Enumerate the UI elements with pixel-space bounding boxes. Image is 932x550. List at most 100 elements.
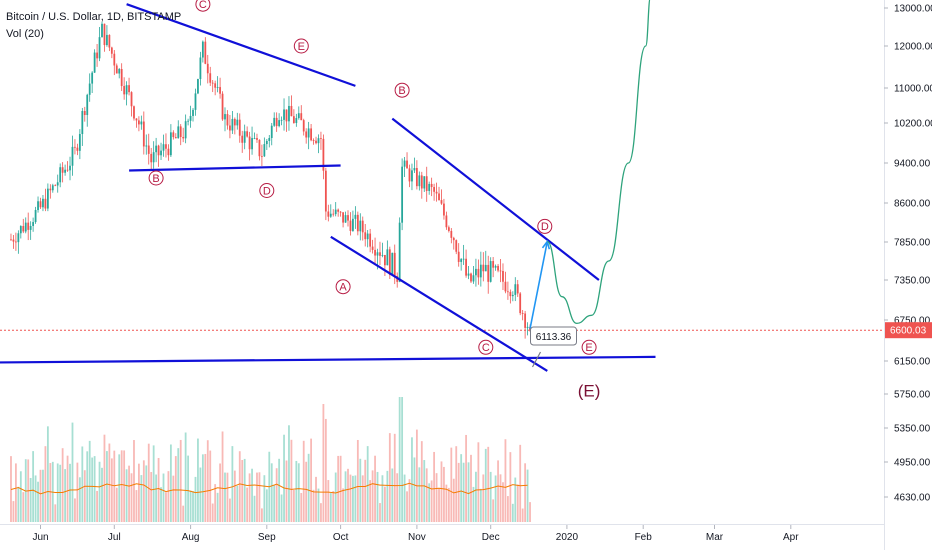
candle-body <box>418 175 421 187</box>
price-tick-label: 7850.00 <box>894 238 931 249</box>
volume-bar <box>280 494 283 522</box>
volume-bar <box>17 486 20 522</box>
volume-bar <box>98 461 101 522</box>
candle-body <box>177 126 180 139</box>
symbol-title[interactable]: Bitcoin / U.S. Dollar, 1D, BITSTAMP <box>6 11 182 23</box>
volume-bar <box>388 433 391 522</box>
candle-body <box>192 109 194 116</box>
candle-body <box>261 156 263 158</box>
volume-bar <box>189 490 192 522</box>
volume-bar <box>219 463 221 522</box>
candle-body <box>93 52 96 73</box>
volume-bar <box>120 450 123 522</box>
volume-bar <box>34 475 37 522</box>
candle-body <box>475 268 477 276</box>
wave-label-circle <box>478 339 494 355</box>
volume-bar <box>423 460 426 522</box>
volume-bar <box>125 469 128 522</box>
candle-body <box>307 128 310 138</box>
volume-bar <box>140 475 143 522</box>
candle-body <box>283 109 285 120</box>
wave-label: C <box>199 0 207 11</box>
candle-body <box>445 215 448 228</box>
volume-bar <box>174 456 177 522</box>
candle-body <box>337 209 340 212</box>
volume-bar <box>487 446 490 522</box>
volume-bar <box>128 465 130 522</box>
candle-body <box>300 113 303 121</box>
volume-bar <box>430 480 433 522</box>
volume-bar <box>322 404 325 522</box>
volume-bar <box>278 458 281 522</box>
candle-body <box>78 134 81 151</box>
volume-bar <box>413 457 416 522</box>
volume-bar <box>361 475 364 522</box>
candle-body <box>201 41 204 58</box>
candle-body <box>329 213 332 217</box>
volume-bar <box>93 456 96 522</box>
volume-bar <box>369 480 372 522</box>
candle-body <box>349 220 352 231</box>
wave-label-circle <box>195 0 211 12</box>
volume-bar <box>96 490 98 522</box>
candle-body <box>135 118 138 121</box>
volume-bar <box>297 463 300 522</box>
candle-body <box>123 86 126 95</box>
candle-body <box>379 252 381 256</box>
volume-bar <box>103 434 106 522</box>
candle-body <box>39 201 42 208</box>
candle-body <box>182 136 185 139</box>
volume-bar <box>438 488 440 522</box>
volume-bar <box>288 425 290 522</box>
candle-body <box>499 270 502 272</box>
price-tick-label: 11000.00 <box>894 84 932 95</box>
candle-body <box>430 183 433 188</box>
candle-body <box>292 116 295 123</box>
time-tick-label: Nov <box>408 532 426 543</box>
volume-bar <box>263 475 266 522</box>
volume-bar <box>401 397 404 522</box>
volume-bar <box>479 488 482 522</box>
candle-body <box>253 138 256 139</box>
volume-bar <box>524 463 527 522</box>
volume-bar <box>246 487 249 522</box>
price-callout-box <box>530 326 577 346</box>
candle-body <box>246 131 249 137</box>
candle-body <box>125 85 128 95</box>
candle-body <box>189 115 192 121</box>
volume-bar <box>201 454 204 522</box>
candle-body <box>56 182 59 186</box>
candle-body <box>381 255 384 256</box>
candle-body <box>423 176 426 189</box>
volume-bar <box>187 455 189 522</box>
candle-body <box>12 239 15 242</box>
candle-body <box>265 140 268 145</box>
candle-body <box>194 93 197 110</box>
wave-label-circle <box>293 38 309 54</box>
wave-label-circle <box>394 82 410 98</box>
candle-body <box>197 79 199 94</box>
volume-bar <box>66 455 69 522</box>
volume-bar <box>477 442 480 522</box>
candle-body <box>142 121 145 147</box>
volume-bar <box>12 501 15 522</box>
candle-body <box>406 160 408 169</box>
candle-body <box>91 72 94 84</box>
volume-indicator-label[interactable]: Vol (20) <box>6 28 44 40</box>
volume-bar <box>305 461 308 522</box>
volume-bar <box>113 450 116 522</box>
volume-bar <box>69 463 71 522</box>
candle-body <box>238 119 241 136</box>
candle-series <box>10 21 531 339</box>
candle-body <box>364 232 367 240</box>
volume-bar <box>169 444 172 522</box>
volume-bar <box>39 469 42 522</box>
volume-bar <box>49 463 52 522</box>
price-callout-pointer <box>531 351 542 368</box>
candle-body <box>179 126 182 137</box>
candle-body <box>46 188 49 209</box>
time-tick-label: Oct <box>333 532 349 543</box>
price-tick-label: 5750.00 <box>894 390 931 401</box>
candle-body <box>15 241 17 243</box>
